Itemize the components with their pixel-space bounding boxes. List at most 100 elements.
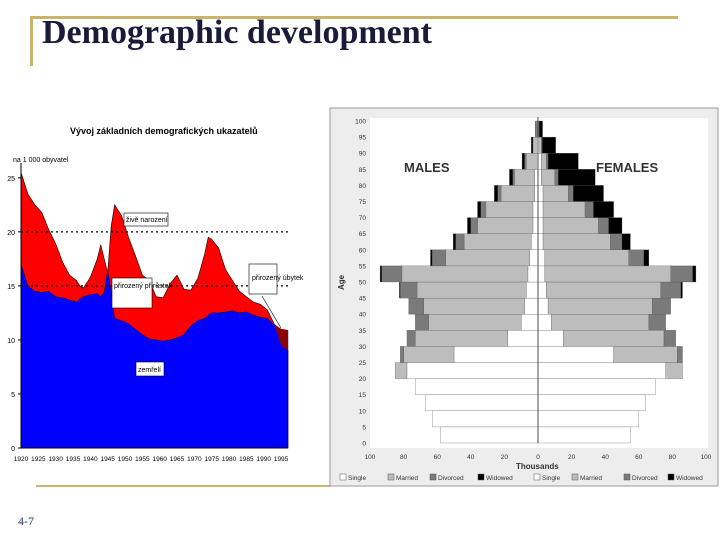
bar-female-widowed [542, 136, 556, 154]
age-tick-label: 20 [359, 376, 367, 383]
bar-female-single [537, 185, 544, 202]
thousands-tick-label: 0 [536, 454, 540, 461]
series-area-natural-decrease [274, 323, 288, 351]
age-tick-label: 90 [359, 151, 367, 158]
x-tick-label: 1950 [118, 456, 133, 463]
thousands-tick-label: 20 [568, 454, 576, 461]
age-tick-label: 65 [359, 231, 367, 238]
age-tick-label: 30 [359, 344, 367, 351]
y-tick-label: 15 [7, 284, 15, 291]
legend-swatch [533, 473, 541, 481]
age-tick-label: 80 [359, 183, 367, 190]
bar-male-divorced [480, 201, 487, 218]
bar-male-single [453, 346, 539, 363]
bar-male-single [532, 201, 539, 218]
pyramid-xlabel: Thousands [516, 462, 559, 471]
age-tick-label: 35 [359, 328, 367, 335]
annotation-natural-increase: přirozený přírůstek [114, 282, 172, 290]
bar-female-married [541, 169, 555, 186]
bar-female-married [541, 153, 547, 170]
bar-male-married [401, 265, 529, 283]
age-tick-label: 40 [359, 312, 367, 319]
bar-male-married [445, 249, 530, 267]
legend-swatch [429, 473, 437, 481]
bar-female-divorced [660, 281, 681, 299]
thousands-tick-label: 100 [701, 454, 712, 461]
bar-male-single [529, 249, 539, 267]
bar-female-divorced [648, 314, 666, 331]
page-number: 4-7 [18, 514, 34, 528]
bar-female-single [537, 169, 542, 186]
footer-rule [36, 485, 330, 487]
bar-male-married [428, 314, 522, 331]
bar-female-single [537, 249, 545, 267]
x-tick-label: 1920 [14, 456, 29, 463]
bar-male-divorced [406, 330, 416, 347]
bar-male-divorced [470, 217, 478, 234]
bar-male-widowed [521, 153, 525, 170]
bar-male-single [526, 281, 539, 299]
legend-swatch [387, 473, 395, 481]
age-tick-label: 70 [359, 215, 367, 222]
age-tick-label: 45 [359, 296, 367, 303]
left-chart-ylabel: na 1 000 obyvatel [13, 157, 69, 164]
bar-female-single [537, 362, 666, 379]
age-tick-label: 15 [359, 392, 367, 399]
bar-male-widowed [477, 201, 482, 218]
bar-female-divorced [584, 201, 594, 218]
bar-male-widowed [467, 217, 471, 234]
bar-male-married [485, 201, 534, 218]
pyramid-ylabel: Age [337, 274, 346, 290]
bar-female-married [665, 362, 683, 379]
bar-female-divorced [670, 265, 693, 283]
thousands-tick-label: 80 [669, 454, 677, 461]
bar-female-single [537, 281, 547, 299]
slide-title: Demographic development [42, 14, 433, 51]
bar-male-married [526, 153, 537, 170]
bar-male-widowed [531, 136, 534, 154]
annotation-live-births: živě narození [126, 217, 168, 224]
bar-female-widowed [539, 120, 543, 138]
bar-male-single [406, 362, 539, 379]
bar-female-widowed [643, 249, 650, 267]
bar-male-widowed [379, 265, 382, 283]
x-tick-label: 1985 [239, 456, 254, 463]
bar-male-single [425, 394, 539, 411]
y-tick-label: 10 [7, 338, 15, 345]
bar-male-divorced [415, 314, 429, 331]
legend-label: Widowed [486, 475, 513, 482]
bar-male-single [524, 297, 539, 315]
bar-male-single [532, 217, 539, 234]
bar-female-widowed [608, 217, 623, 234]
males-label: MALES [404, 160, 450, 175]
bar-female-single [537, 330, 564, 347]
x-tick-label: 1960 [152, 456, 167, 463]
bar-female-divorced [554, 169, 559, 186]
x-tick-label: 1990 [256, 456, 271, 463]
age-tick-label: 5 [362, 424, 366, 431]
x-tick-label: 1930 [48, 456, 63, 463]
bar-male-married [532, 136, 537, 154]
legend-label: Married [396, 475, 418, 482]
bar-male-married [423, 297, 525, 315]
bar-female-widowed [621, 233, 631, 250]
age-tick-label: 0 [362, 441, 366, 448]
bar-male-single [527, 265, 539, 283]
x-tick-label: 1940 [83, 456, 98, 463]
bar-male-divorced [400, 281, 418, 299]
bar-female-married [539, 136, 542, 154]
bar-male-divorced [497, 185, 502, 202]
annotation-box [135, 361, 165, 377]
legend-label: Widowed [676, 475, 703, 482]
y-tick-label: 0 [11, 446, 15, 453]
x-tick-label: 1995 [274, 456, 289, 463]
bar-male-married [416, 281, 527, 299]
annotation-box [111, 277, 153, 309]
bar-male-single [507, 330, 539, 347]
x-tick-label: 1965 [170, 456, 185, 463]
bar-female-widowed [680, 281, 683, 299]
age-tick-label: 55 [359, 263, 367, 270]
bar-female-divorced [677, 346, 683, 363]
x-tick-label: 1955 [135, 456, 150, 463]
